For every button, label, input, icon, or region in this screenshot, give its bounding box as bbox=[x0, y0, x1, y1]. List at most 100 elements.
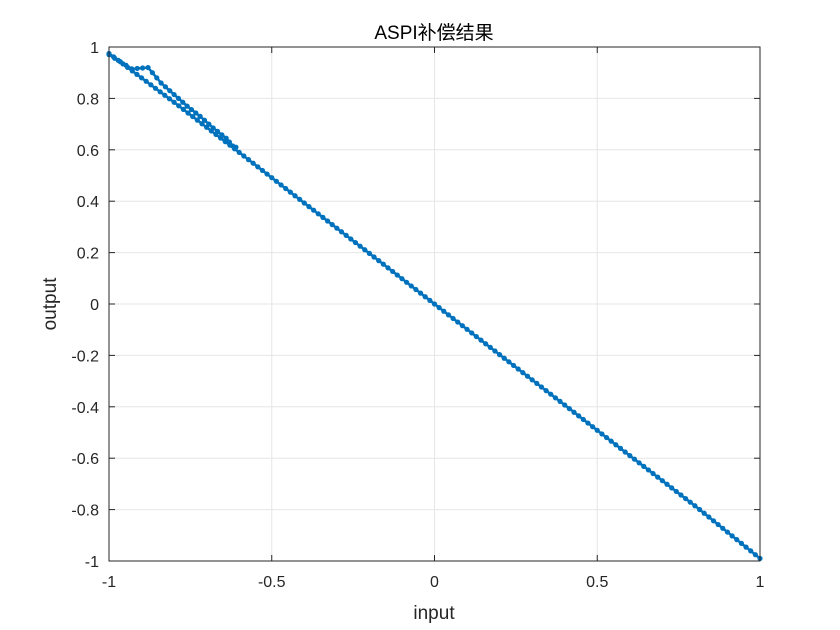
series-1-point bbox=[188, 106, 195, 113]
series-2-point bbox=[269, 175, 275, 181]
series-2-point bbox=[715, 521, 721, 528]
series-2-point bbox=[557, 398, 563, 404]
series-2-point bbox=[255, 164, 261, 170]
series-2-point bbox=[687, 499, 693, 505]
series-2-point bbox=[562, 402, 568, 408]
series-2-point bbox=[404, 279, 410, 285]
series-2-point bbox=[543, 388, 549, 394]
series-2-point bbox=[213, 131, 219, 138]
series-2-point bbox=[115, 57, 121, 64]
series-2-point bbox=[408, 283, 414, 289]
axes-frame bbox=[108, 46, 761, 562]
series-2-point bbox=[427, 297, 433, 303]
series-2-point bbox=[580, 416, 586, 423]
series-2-point bbox=[273, 178, 279, 184]
series-2-point bbox=[534, 380, 540, 387]
series-2-point bbox=[250, 160, 256, 166]
series-2-point bbox=[315, 211, 321, 217]
series-2-point bbox=[190, 113, 196, 120]
series-1-point bbox=[197, 113, 203, 119]
series-1-point bbox=[158, 80, 164, 86]
series-2-point bbox=[166, 96, 173, 102]
series-1-point bbox=[175, 95, 182, 101]
series-2-point bbox=[324, 218, 331, 224]
chart-title: ASPI补偿结果 bbox=[374, 22, 493, 44]
y-tick-label: -1 bbox=[85, 554, 99, 571]
series-2-point bbox=[724, 529, 731, 535]
series-2-point bbox=[162, 92, 168, 98]
series-2-point bbox=[297, 196, 303, 202]
series-2-point bbox=[352, 239, 359, 246]
series-2-point bbox=[515, 366, 521, 372]
x-tick-label: -1 bbox=[102, 574, 116, 591]
series-2-point bbox=[199, 121, 205, 127]
series-2-point bbox=[571, 409, 577, 415]
y-tick-label: -0.6 bbox=[71, 451, 99, 468]
series-2-point bbox=[538, 384, 545, 390]
series-2-point bbox=[450, 315, 456, 322]
series-2-point bbox=[473, 333, 479, 340]
series-2-point bbox=[734, 537, 740, 543]
series-2-point bbox=[729, 533, 735, 539]
series-2-point bbox=[585, 420, 591, 426]
series-2-point bbox=[399, 276, 405, 282]
series-2-point bbox=[613, 442, 619, 448]
y-tick-label: 1 bbox=[90, 40, 99, 57]
series-2-point bbox=[241, 153, 247, 159]
series-2-point bbox=[659, 478, 665, 484]
x-tick-label: 1 bbox=[756, 574, 765, 591]
y-tick-label: 0 bbox=[90, 297, 99, 314]
series-2-point bbox=[524, 373, 531, 379]
series-2-point bbox=[194, 117, 200, 123]
series-2-point bbox=[692, 503, 698, 509]
series-2-point bbox=[673, 488, 679, 495]
series-2-point bbox=[710, 518, 717, 524]
series-2-point bbox=[185, 110, 191, 116]
series-2-point bbox=[738, 540, 745, 546]
series-2-point bbox=[683, 495, 689, 502]
series-1-point bbox=[145, 64, 151, 71]
series-2-point bbox=[743, 544, 749, 550]
series-2-point bbox=[236, 149, 242, 155]
x-axis-label: input bbox=[413, 603, 455, 624]
series-2-point bbox=[459, 323, 465, 329]
y-axis-label: output bbox=[40, 277, 61, 331]
series-2-point bbox=[343, 232, 349, 238]
series-1-point bbox=[154, 75, 160, 81]
y-tick-label: 0.8 bbox=[77, 91, 99, 108]
series-2-point bbox=[329, 221, 335, 228]
series-2-point bbox=[622, 449, 628, 455]
series-2-point bbox=[455, 319, 461, 325]
y-tick-label: -0.2 bbox=[71, 348, 99, 365]
series-2-point bbox=[208, 128, 214, 134]
series-2-point bbox=[603, 434, 610, 441]
y-tick-label: 0.6 bbox=[77, 143, 99, 160]
series-2-point bbox=[594, 427, 600, 433]
series-2-point bbox=[301, 200, 307, 206]
series-2-point bbox=[748, 548, 754, 554]
series-2-point bbox=[641, 463, 647, 469]
series-2-point bbox=[111, 54, 117, 60]
tick-labels: -1 -0.5 0 0.5 1 -1 -0.8 -0.6 -0.4 -0.2 0 0.2 0.4 0.6 0… bbox=[71, 40, 764, 591]
series-2-point bbox=[617, 445, 624, 451]
series-2-point bbox=[283, 185, 289, 192]
series-2-point bbox=[157, 89, 163, 95]
series-2-point bbox=[292, 193, 298, 199]
series-2-point bbox=[120, 61, 126, 67]
series-2-point bbox=[497, 352, 503, 358]
series-2-point bbox=[478, 337, 484, 343]
series-2-point bbox=[510, 362, 517, 369]
series-2-point bbox=[413, 286, 419, 293]
series-2-point bbox=[706, 514, 712, 520]
series-2-point bbox=[171, 99, 177, 105]
series-2-point bbox=[227, 142, 233, 148]
series-2-point bbox=[464, 326, 470, 332]
series-2-point bbox=[431, 301, 438, 307]
series-2-point bbox=[669, 485, 675, 491]
series-2-point bbox=[441, 308, 447, 314]
series-1-point bbox=[171, 91, 177, 98]
series-2-point bbox=[394, 272, 400, 278]
series-2-point bbox=[627, 453, 633, 459]
series-2-point bbox=[645, 467, 652, 473]
